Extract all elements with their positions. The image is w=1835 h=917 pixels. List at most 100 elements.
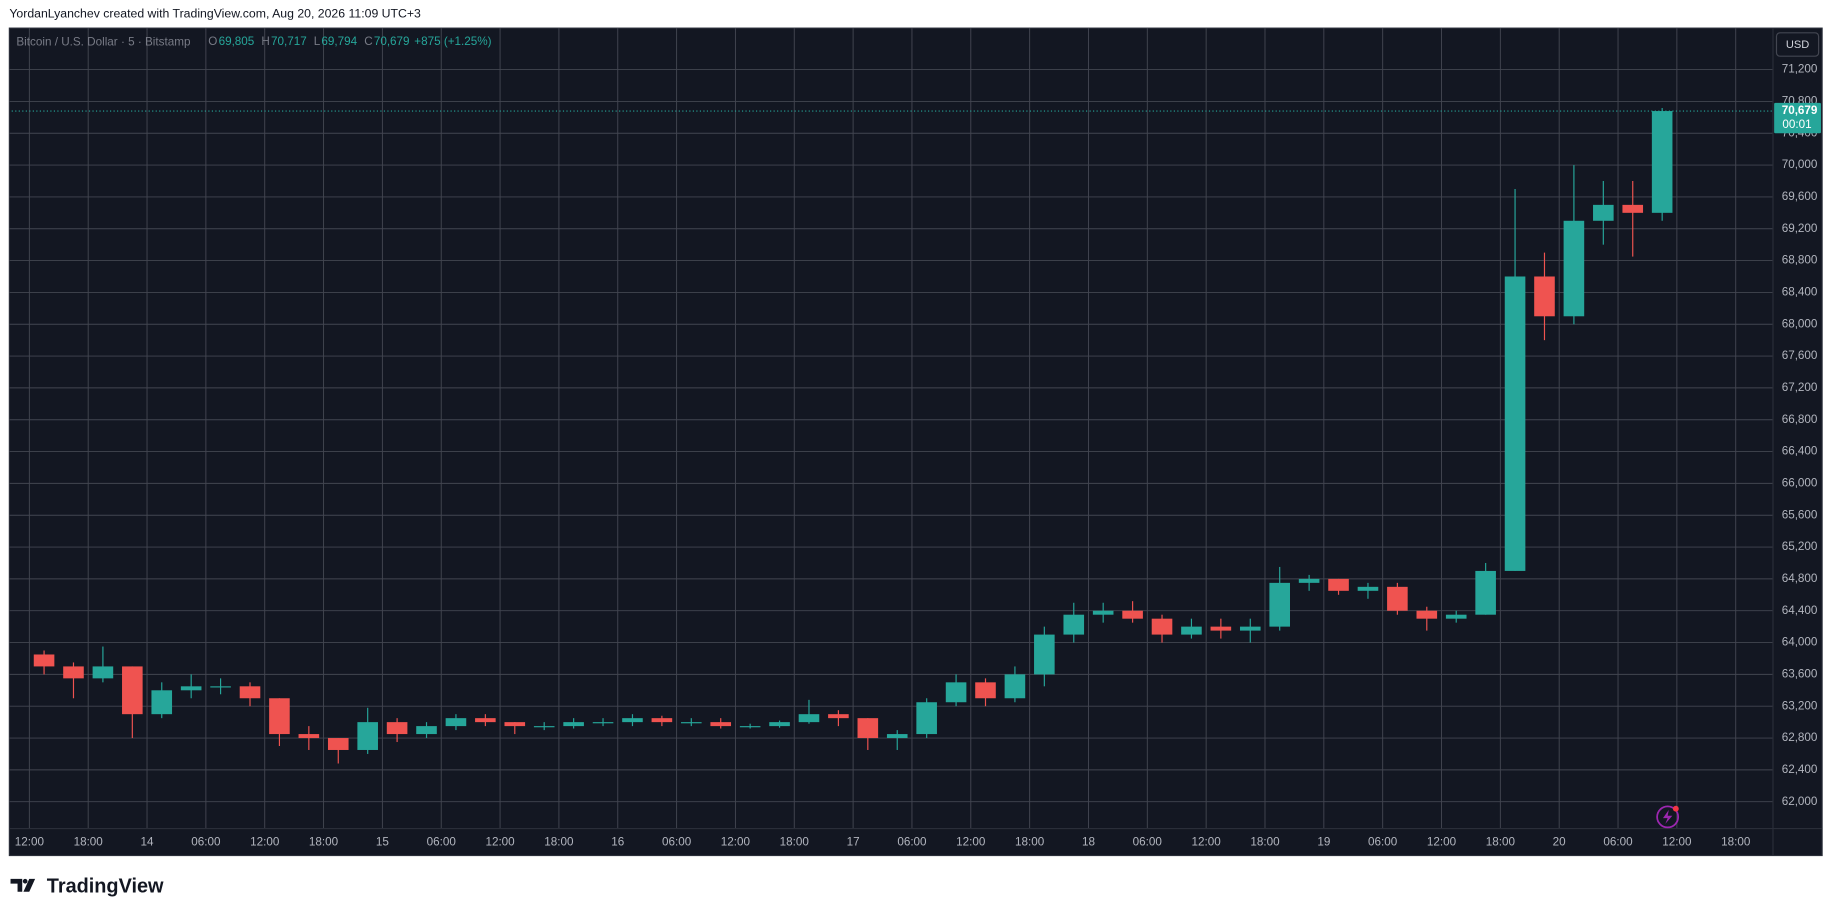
candle-body bbox=[1357, 586, 1379, 591]
candle-body bbox=[1416, 610, 1438, 619]
candle-body bbox=[1004, 674, 1026, 699]
x-tick-label: 06:00 bbox=[1368, 836, 1398, 849]
legend-value: 70,679 bbox=[374, 35, 410, 48]
candle-body bbox=[1210, 626, 1232, 631]
candle-body bbox=[916, 702, 937, 735]
currency-button[interactable] bbox=[1775, 32, 1820, 57]
candle-body bbox=[33, 654, 55, 667]
y-tick-label: 70,000 bbox=[1782, 158, 1818, 171]
y-tick-label: 63,600 bbox=[1782, 667, 1818, 680]
candle-body bbox=[504, 722, 526, 727]
grid bbox=[9, 28, 1773, 829]
x-tick-label: 18:00 bbox=[1486, 836, 1516, 849]
candle-body bbox=[1122, 610, 1143, 619]
x-tick-label: 06:00 bbox=[662, 836, 692, 849]
y-tick-label: 69,600 bbox=[1782, 190, 1818, 203]
x-tick-label: 18:00 bbox=[309, 836, 339, 849]
candle-body bbox=[1387, 586, 1408, 611]
x-tick-label: 06:00 bbox=[427, 836, 457, 849]
legend: Bitcoin / U.S. Dollar · 5 · Bitstamp O69… bbox=[16, 35, 491, 48]
x-tick-label: 18:00 bbox=[780, 836, 810, 849]
y-tick-label: 66,400 bbox=[1782, 445, 1818, 458]
x-tick-label: 12:00 bbox=[956, 836, 986, 849]
candle-body bbox=[563, 722, 584, 727]
last-price-label: 70,679 bbox=[1782, 104, 1818, 117]
y-tick-label: 69,200 bbox=[1782, 222, 1818, 235]
y-tick-label: 64,400 bbox=[1782, 604, 1818, 617]
x-tick-label: 12:00 bbox=[1662, 836, 1692, 849]
x-tick-label: 06:00 bbox=[1133, 836, 1163, 849]
x-tick-label: 19 bbox=[1317, 836, 1330, 849]
x-tick-label: 12:00 bbox=[1427, 836, 1457, 849]
y-tick-label: 67,200 bbox=[1782, 381, 1818, 394]
x-tick-label: 12:00 bbox=[485, 836, 515, 849]
y-tick-label: 68,800 bbox=[1782, 254, 1818, 267]
y-tick-label: 63,200 bbox=[1782, 699, 1818, 712]
legend-value: 70,717 bbox=[271, 35, 307, 48]
y-tick-label: 68,000 bbox=[1782, 317, 1818, 330]
candle-body bbox=[945, 682, 967, 703]
legend-value: 69,794 bbox=[321, 35, 357, 48]
y-tick-label: 66,800 bbox=[1782, 413, 1818, 426]
candle-body bbox=[151, 690, 173, 715]
ohlc-legend: O69,805 H70,717 L69,794 C70,679 +875 (+1.25%… bbox=[208, 35, 491, 48]
lightning-icon[interactable] bbox=[1656, 805, 1680, 829]
candle-body bbox=[298, 734, 320, 739]
symbol-title: Bitcoin / U.S. Dollar · 5 · Bitstamp bbox=[16, 35, 191, 48]
candle-body bbox=[651, 718, 673, 723]
candle-body bbox=[886, 734, 908, 739]
y-tick-label: 68,400 bbox=[1782, 286, 1818, 299]
candle-body bbox=[1504, 276, 1526, 571]
candle-body bbox=[386, 722, 408, 735]
y-tick-label: 62,400 bbox=[1782, 763, 1818, 776]
candle-body bbox=[1181, 626, 1202, 635]
x-tick-label: 18:00 bbox=[544, 836, 574, 849]
x-tick-label: 18:00 bbox=[1250, 836, 1280, 849]
attribution: YordanLyanchev created with TradingView.… bbox=[9, 6, 421, 20]
x-tick-label: 12:00 bbox=[15, 836, 45, 849]
y-tick-label: 62,800 bbox=[1782, 731, 1818, 744]
candle-body bbox=[239, 686, 261, 699]
candle-body bbox=[1622, 204, 1644, 213]
candle-body bbox=[1445, 614, 1467, 619]
candle-body bbox=[681, 722, 702, 724]
candle-body bbox=[533, 726, 555, 728]
candle-body bbox=[1563, 220, 1585, 317]
brand-name: TradingView bbox=[47, 875, 164, 897]
currency-label[interactable]: USD bbox=[1786, 39, 1809, 51]
candle-body bbox=[828, 714, 849, 719]
y-tick-label: 71,200 bbox=[1782, 63, 1818, 76]
candle-body bbox=[1593, 204, 1614, 221]
candle-body bbox=[416, 726, 437, 735]
candle-body bbox=[122, 666, 143, 715]
legend-prefix: C bbox=[364, 35, 372, 48]
candle-body bbox=[327, 738, 349, 750]
legend-value: 69,805 bbox=[219, 35, 255, 48]
x-tick-label: 14 bbox=[141, 836, 155, 849]
x-tick-label: 06:00 bbox=[897, 836, 927, 849]
candle-body bbox=[592, 722, 614, 724]
candle-body bbox=[1651, 111, 1673, 213]
candle-body bbox=[1034, 634, 1055, 675]
last-price-tag bbox=[1774, 102, 1821, 134]
candle-body bbox=[798, 714, 820, 723]
brand-logo bbox=[10, 878, 36, 892]
legend-value: +875 (+1.25%) bbox=[414, 35, 491, 48]
x-tick-label: 17 bbox=[847, 836, 860, 849]
candle-body bbox=[357, 722, 378, 750]
y-tick-label: 65,600 bbox=[1782, 508, 1818, 521]
candle-body bbox=[269, 698, 290, 735]
x-tick-label: 06:00 bbox=[1603, 836, 1633, 849]
candle-body bbox=[1239, 626, 1261, 631]
candle-body bbox=[180, 686, 202, 691]
y-tick-label: 64,000 bbox=[1782, 636, 1818, 649]
candle-body bbox=[1151, 618, 1173, 635]
candle-body bbox=[1269, 582, 1290, 627]
y-tick-label: 65,200 bbox=[1782, 540, 1818, 553]
y-tick-label: 64,800 bbox=[1782, 572, 1818, 585]
x-tick-label: 06:00 bbox=[191, 836, 221, 849]
candle-body bbox=[1475, 570, 1496, 615]
candle-body bbox=[975, 682, 996, 699]
